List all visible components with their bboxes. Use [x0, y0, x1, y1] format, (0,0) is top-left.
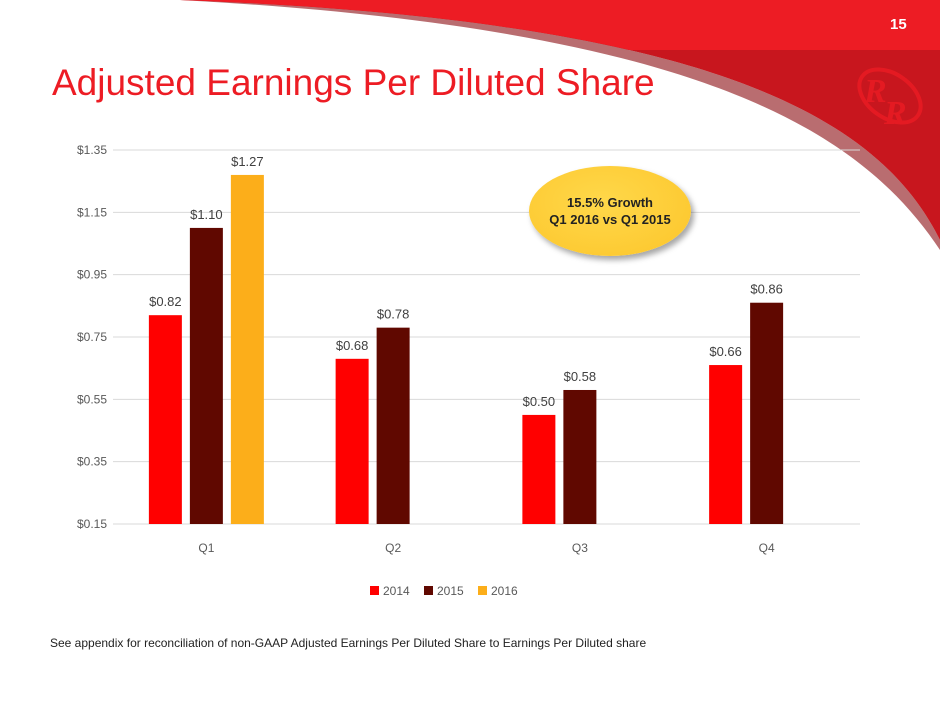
data-label: $0.82: [149, 294, 182, 309]
callout-line1: 15.5% Growth: [567, 195, 653, 210]
company-logo: R R: [857, 67, 923, 132]
bar-2015-Q2: [376, 327, 410, 524]
data-label: $0.66: [709, 344, 742, 359]
y-tick-label: $0.35: [77, 455, 107, 469]
growth-callout: 15.5% Growth Q1 2016 vs Q1 2015: [529, 166, 691, 256]
data-label: $1.27: [231, 154, 264, 169]
callout-line2: Q1 2016 vs Q1 2015: [549, 212, 671, 227]
y-tick-label: $0.95: [77, 268, 107, 282]
data-label: $1.10: [190, 207, 223, 222]
y-tick-label: $1.35: [77, 143, 107, 157]
legend-label: 2014: [383, 584, 410, 598]
y-tick-label: $0.75: [77, 330, 107, 344]
y-tick-label: $1.15: [77, 205, 107, 219]
y-tick-label: $0.55: [77, 392, 107, 406]
legend-label: 2016: [491, 584, 518, 598]
footnote: See appendix for reconciliation of non-G…: [50, 636, 647, 650]
page-title: Adjusted Earnings Per Diluted Share: [52, 62, 655, 103]
data-label: $0.78: [377, 307, 410, 322]
bar-2014-Q4: [709, 365, 743, 524]
legend-swatch-2015: [424, 586, 433, 595]
data-label: $0.68: [336, 338, 369, 353]
data-label: $0.58: [564, 369, 597, 384]
bar-2014-Q2: [335, 358, 369, 524]
legend-swatch-2016: [478, 586, 487, 595]
svg-text:R: R: [863, 73, 887, 110]
data-label: $0.50: [523, 394, 556, 409]
bar-2015-Q3: [563, 389, 597, 524]
x-tick-label: Q1: [198, 541, 214, 555]
svg-text:R: R: [883, 95, 907, 132]
page-number: 15: [890, 16, 907, 33]
bar-2015-Q4: [750, 302, 784, 524]
bar-2016-Q1: [230, 174, 264, 524]
x-tick-label: Q3: [572, 541, 588, 555]
bar-2014-Q3: [522, 414, 556, 524]
x-tick-label: Q2: [385, 541, 401, 555]
bar-2014-Q1: [148, 315, 182, 524]
data-label: $0.86: [750, 282, 783, 297]
legend-label: 2015: [437, 584, 464, 598]
y-tick-label: $0.15: [77, 517, 107, 531]
legend-swatch-2014: [370, 586, 379, 595]
x-tick-label: Q4: [759, 541, 775, 555]
bar-2015-Q1: [189, 227, 223, 524]
